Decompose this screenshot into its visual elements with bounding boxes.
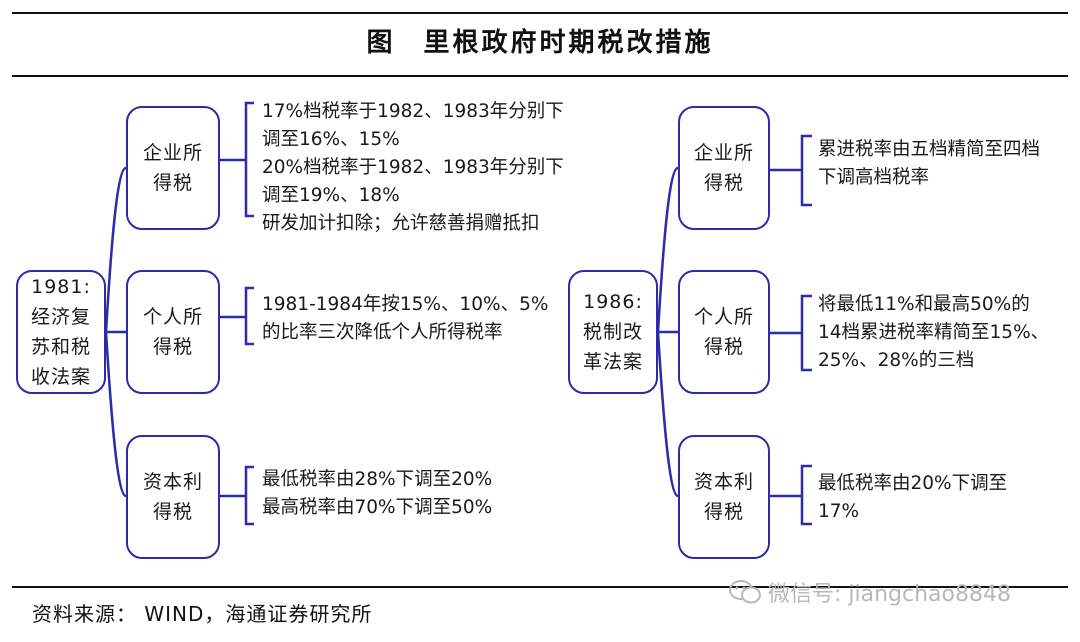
right-indiv-tax-details: 将最低11%和最高50%的 14档累进税率精简至15%、 25%、28%的三档	[818, 291, 1049, 375]
left-capital-tax-label: 得税	[152, 501, 193, 523]
connector-right-capital	[656, 331, 679, 498]
detail-line: 调至19%、18%	[262, 185, 400, 206]
watermark-text: 微信号: jiangchao8848	[768, 582, 1011, 607]
connector-left-capital	[104, 331, 127, 498]
right-capital-tax-label: 资本利	[693, 471, 754, 493]
detail-line: 累进税率由五档精简至四档	[818, 139, 1041, 160]
detail-line: 最低税率由28%下调至20%	[262, 469, 493, 490]
right-root-box: 1986: 税制改 革法案	[568, 270, 658, 394]
connector-right-corp	[656, 166, 679, 333]
figure-label: 图	[366, 28, 396, 58]
right-indiv-tax-box: 个人所 得税	[678, 270, 770, 394]
left-corp-tax-label: 得税	[152, 172, 193, 194]
right-capital-tax-box: 资本利 得税	[678, 435, 770, 559]
top-rule	[12, 12, 1068, 14]
left-capital-tax-label: 资本利	[142, 471, 203, 493]
detail-line: 14档累进税率精简至15%、	[818, 322, 1050, 343]
bracket-left-capital	[220, 465, 254, 526]
left-root-line: 收法案	[30, 366, 91, 388]
detail-line: 调至16%、15%	[262, 129, 400, 150]
left-root-box: 1981: 经济复 苏和税 收法案	[16, 270, 106, 394]
detail-line: 25%、28%的三档	[818, 350, 975, 371]
source-note: 资料来源： WIND，海通证券研究所	[32, 602, 373, 626]
right-root-line: 税制改	[582, 321, 643, 343]
detail-line: 下调高档税率	[818, 167, 930, 188]
bracket-right-indiv	[770, 294, 812, 372]
bracket-left-indiv	[220, 286, 254, 346]
detail-line: 最低税率由20%下调至	[818, 473, 1008, 494]
detail-line: 最高税率由70%下调至50%	[262, 497, 493, 518]
right-root-line: 革法案	[582, 351, 643, 373]
left-capital-tax-details: 最低税率由28%下调至20% 最高税率由70%下调至50%	[262, 466, 492, 522]
detail-line: 17%档税率于1982、1983年分别下	[262, 101, 564, 122]
left-indiv-tax-details: 1981-1984年按15%、10%、5% 的比率三次降低个人所得税率	[262, 291, 548, 347]
left-corp-tax-details: 17%档税率于1982、1983年分别下 调至16%、15% 20%档税率于19…	[262, 98, 564, 238]
connector-left-corp	[104, 166, 127, 333]
right-root-line: 1986:	[583, 291, 643, 313]
detail-line: 1981-1984年按15%、10%、5%	[262, 294, 549, 315]
right-corp-tax-details: 累进税率由五档精简至四档 下调高档税率	[818, 136, 1040, 192]
right-indiv-tax-label: 个人所	[693, 306, 754, 328]
left-indiv-tax-label: 个人所	[142, 306, 203, 328]
figure-title-text: 里根政府时期税改措施	[423, 28, 714, 58]
wechat-icon	[728, 579, 762, 605]
right-corp-tax-label: 得税	[703, 172, 744, 194]
detail-line: 将最低11%和最高50%的	[818, 294, 1030, 315]
bracket-right-corp	[770, 134, 812, 207]
right-capital-tax-label: 得税	[703, 501, 744, 523]
right-corp-tax-label: 企业所	[693, 142, 754, 164]
detail-line: 17%	[818, 501, 860, 522]
bracket-left-corp	[220, 101, 254, 218]
figure-title: 图里根政府时期税改措施	[0, 22, 1080, 59]
right-corp-tax-box: 企业所 得税	[678, 106, 770, 230]
right-capital-tax-details: 最低税率由20%下调至 17%	[818, 470, 1007, 526]
detail-line: 研发加计扣除；允许慈善捐赠抵扣	[262, 213, 540, 234]
wechat-watermark: 微信号: jiangchao8848	[728, 576, 1011, 608]
left-indiv-tax-label: 得税	[152, 336, 193, 358]
right-indiv-tax-label: 得税	[703, 336, 744, 358]
left-corp-tax-box: 企业所 得税	[126, 106, 220, 230]
detail-line: 20%档税率于1982、1983年分别下	[262, 157, 564, 178]
left-root-line: 苏和税	[30, 336, 91, 358]
left-corp-tax-label: 企业所	[142, 142, 203, 164]
left-root-line: 经济复	[30, 306, 91, 328]
title-rule	[12, 75, 1068, 77]
left-capital-tax-box: 资本利 得税	[126, 435, 220, 559]
bracket-right-capital	[770, 464, 812, 526]
bottom-rule	[12, 586, 1068, 588]
left-root-line: 1981:	[31, 276, 91, 298]
left-indiv-tax-box: 个人所 得税	[126, 270, 220, 394]
detail-line: 的比率三次降低个人所得税率	[262, 322, 503, 343]
